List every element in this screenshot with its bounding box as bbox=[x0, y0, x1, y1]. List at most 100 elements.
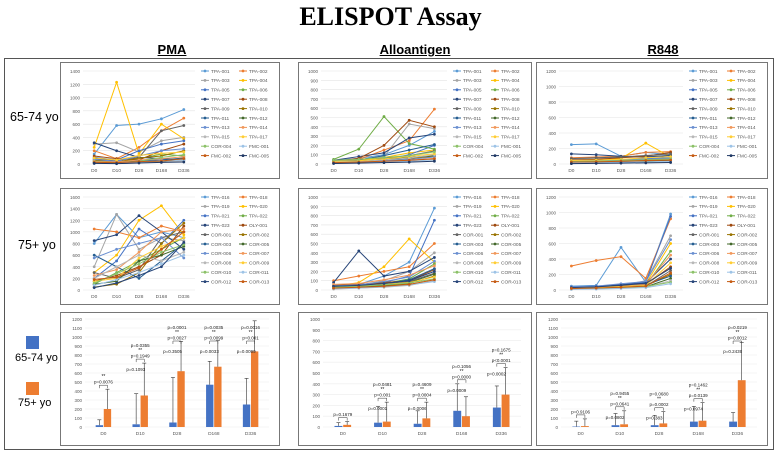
p-value-label: p=0.4609 bbox=[413, 382, 432, 387]
data-point bbox=[137, 218, 141, 222]
p-value-label: p=0.001 bbox=[374, 393, 391, 398]
p-value-label: p=0.0035 bbox=[204, 325, 223, 330]
p-value-label: p=0.0680 bbox=[650, 392, 669, 397]
p-value-label: p=0.0481 bbox=[373, 382, 392, 387]
y-tick-label: 600 bbox=[74, 371, 82, 376]
data-point bbox=[160, 262, 163, 266]
data-point bbox=[182, 233, 186, 237]
data-point bbox=[669, 274, 672, 278]
legend-marker bbox=[691, 223, 695, 227]
data-point bbox=[92, 145, 96, 149]
legend-label: COR-008 bbox=[699, 261, 720, 267]
data-point bbox=[433, 278, 436, 282]
data-point bbox=[382, 156, 386, 159]
data-point bbox=[92, 156, 96, 160]
legend-marker bbox=[455, 214, 459, 218]
data-point bbox=[570, 287, 573, 290]
data-point bbox=[407, 122, 411, 126]
legend-marker bbox=[241, 144, 245, 148]
y-tick-label: 900 bbox=[550, 344, 558, 349]
legend-marker bbox=[455, 79, 459, 82]
y-tick-label: 1000 bbox=[310, 317, 321, 322]
y-tick-label: 200 bbox=[72, 276, 80, 281]
data-point bbox=[644, 282, 648, 285]
legend-label: COR-009 bbox=[501, 261, 522, 267]
x-tick-label: D10 bbox=[112, 294, 121, 300]
legend-marker bbox=[203, 280, 207, 283]
bar-chart-allo: 0 100 200 300 400 500 600 700 800 900 1000 D0 D10 D28… bbox=[310, 317, 521, 437]
legend-label: TPA-008 bbox=[737, 97, 756, 103]
y-tick-label: 800 bbox=[548, 226, 556, 231]
significance-bracket bbox=[496, 363, 506, 367]
legend-marker bbox=[493, 214, 497, 218]
p-value-label: p=0.383 bbox=[646, 416, 663, 421]
legend-label: COR-004 bbox=[211, 144, 232, 150]
legend-marker bbox=[729, 195, 733, 199]
legend-marker bbox=[203, 214, 207, 218]
significance-stars: ** bbox=[212, 330, 216, 336]
legend-label: COR-007 bbox=[501, 251, 522, 257]
legend-label: TPA-021 bbox=[211, 214, 230, 220]
data-point bbox=[182, 139, 186, 143]
data-point bbox=[669, 155, 672, 159]
data-point bbox=[382, 151, 386, 155]
data-point bbox=[137, 153, 141, 157]
significance-stars: ** bbox=[249, 330, 253, 336]
y-tick-label: 1200 bbox=[546, 195, 557, 200]
y-tick-label: 800 bbox=[310, 88, 318, 93]
line-chart-r848-75: 0 200 400 600 800 1000 1200 D0 D10 D28 D168 D336 TPA… bbox=[546, 195, 758, 300]
data-point bbox=[619, 155, 623, 159]
bar bbox=[501, 394, 510, 427]
legend-label: TPA-006 bbox=[249, 88, 268, 94]
legend-label: TPA-022 bbox=[249, 214, 268, 220]
data-point bbox=[669, 282, 672, 286]
data-point bbox=[115, 265, 118, 269]
legend-label: COR-001 bbox=[211, 232, 232, 238]
data-point bbox=[594, 161, 598, 165]
data-point bbox=[92, 161, 96, 165]
significance-bracket bbox=[456, 379, 467, 383]
legend-label: TPA-013 bbox=[463, 125, 482, 131]
y-tick-label: 800 bbox=[72, 109, 80, 114]
legend-marker bbox=[729, 97, 733, 101]
p-value-label: p=0.0219 bbox=[728, 325, 747, 330]
legend-label: TPA-014 bbox=[249, 125, 268, 131]
p-value-label: p=0.0001 bbox=[168, 325, 187, 330]
y-tick-label: 0 bbox=[79, 425, 82, 430]
panel-r848-75: 0 200 400 600 800 1000 1200 D0 D10 D28 D168 D336 TPA… bbox=[536, 188, 768, 305]
figure-frame bbox=[4, 58, 774, 450]
legend-marker bbox=[203, 144, 207, 148]
data-point bbox=[619, 285, 623, 289]
bar bbox=[453, 410, 462, 427]
legend-label: TPA-006 bbox=[737, 88, 756, 94]
legend-label: COR-013 bbox=[737, 279, 758, 285]
panel-r848-65: 0 200 400 600 800 1000 1200 D0 D10 D28 D168 D336 TPA… bbox=[536, 62, 768, 179]
data-point bbox=[407, 265, 411, 269]
p-value-label: p=0.0802 bbox=[606, 415, 625, 420]
data-point bbox=[137, 161, 141, 165]
legend-marker bbox=[203, 97, 207, 101]
data-point bbox=[433, 130, 436, 133]
legend-marker bbox=[203, 223, 207, 227]
data-point bbox=[137, 227, 141, 231]
legend-marker bbox=[691, 205, 695, 208]
legend-marker bbox=[455, 270, 459, 274]
legend-label: TPA-010 bbox=[737, 106, 756, 112]
legend-marker bbox=[241, 261, 245, 265]
legend-label: COR-004 bbox=[463, 144, 484, 150]
y-tick-label: 400 bbox=[548, 131, 556, 136]
data-point bbox=[137, 250, 141, 254]
data-point bbox=[407, 118, 411, 122]
bar bbox=[103, 409, 112, 427]
legend-label: TPA-020 bbox=[737, 204, 756, 210]
y-tick-label: 200 bbox=[312, 403, 320, 408]
legend-label: COR-001 bbox=[463, 232, 484, 238]
legend-label: COR-002 bbox=[249, 232, 270, 238]
y-tick-label: 1200 bbox=[546, 69, 557, 74]
legend-marker bbox=[729, 107, 733, 110]
data-point bbox=[433, 256, 436, 259]
data-point bbox=[433, 159, 436, 163]
bar bbox=[132, 424, 140, 427]
data-point bbox=[594, 156, 598, 160]
legend-marker bbox=[203, 261, 207, 265]
